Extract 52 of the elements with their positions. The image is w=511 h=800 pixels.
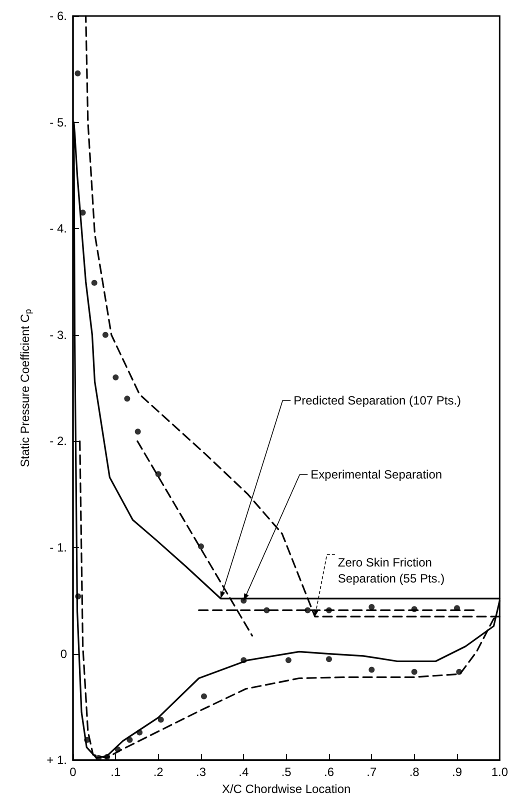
point	[134, 428, 141, 435]
y-tick-label: - 3.	[50, 328, 67, 342]
point	[136, 729, 143, 736]
point	[75, 593, 82, 600]
x-tick-label: .8	[409, 765, 420, 780]
y-axis-title: Static Pressure Coefficient Cp	[18, 308, 33, 468]
point	[102, 332, 108, 338]
point	[104, 754, 110, 760]
point	[454, 605, 460, 612]
y-tick-label: - 1.	[50, 540, 67, 554]
annotation: Predicted Separation (107 Pts.)	[294, 394, 462, 408]
point	[200, 693, 207, 700]
x-tick-label: .4	[238, 765, 249, 780]
point	[112, 374, 119, 380]
point	[326, 607, 332, 614]
x-tick-label: .3	[196, 765, 206, 780]
point	[124, 396, 130, 402]
x-tick-label: .7	[366, 765, 377, 780]
y-tick-label: - 4.	[50, 222, 67, 236]
x-tick-label: 1.0	[491, 765, 508, 780]
point	[326, 656, 332, 662]
x-tick-label: .2	[153, 765, 164, 780]
x-tick-label: 0	[70, 765, 77, 780]
point	[114, 746, 121, 752]
annotation: Experimental Separation	[310, 468, 442, 482]
y-tick-label: - 6.	[50, 9, 67, 23]
y-tick-label: 0	[60, 646, 68, 661]
point	[456, 668, 462, 675]
point	[264, 607, 270, 614]
y-tick-label: + 1.	[46, 753, 67, 768]
x-tick-label: .6	[324, 765, 334, 780]
point	[411, 668, 418, 675]
point	[74, 70, 81, 76]
x-axis-title: X/C Chordwise Location	[222, 782, 351, 796]
point	[368, 666, 375, 673]
point	[240, 657, 247, 664]
x-tick-label: .9	[452, 765, 462, 780]
annotation: Zero Skin Friction Separation (55 Pts.)	[338, 556, 445, 586]
point	[411, 606, 418, 612]
y-tick-label: - 2.	[50, 434, 67, 448]
point	[198, 543, 204, 550]
point	[126, 736, 133, 743]
x-tick-label: .1	[110, 765, 121, 780]
point	[285, 657, 292, 664]
point	[96, 754, 102, 761]
x-tick-label: .5	[281, 765, 292, 780]
y-tick-label: - 5.	[50, 115, 67, 130]
point	[155, 471, 162, 478]
point	[240, 598, 247, 604]
point	[158, 716, 164, 723]
point	[91, 280, 98, 286]
point	[304, 607, 311, 614]
